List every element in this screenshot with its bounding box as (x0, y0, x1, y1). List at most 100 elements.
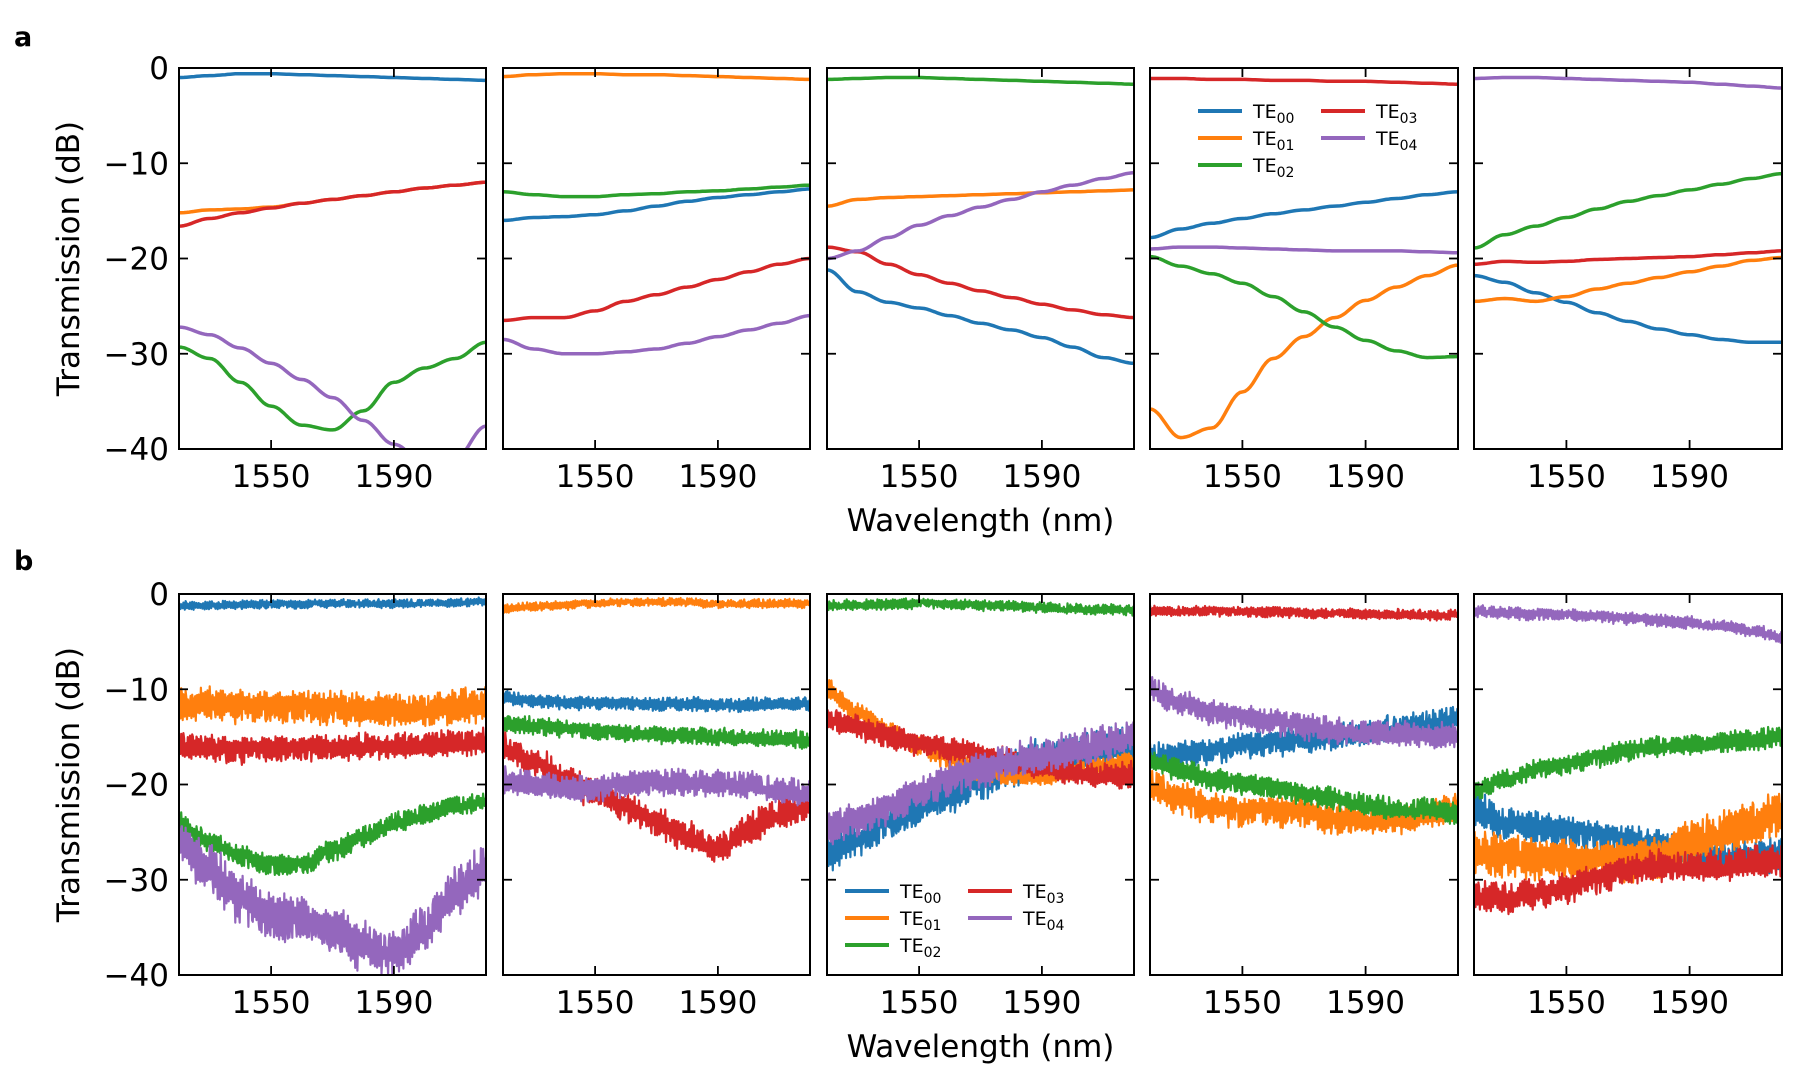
series-TE00 (179, 71, 486, 83)
series-group (503, 596, 810, 863)
panel-b-1: 1550 1590 0 −10 −20 −30 −40 Transmission (dB) (51, 577, 487, 1021)
x-tick-label: 1550 (232, 459, 311, 495)
series-TE00 (1150, 190, 1458, 240)
series-TE03 (1150, 76, 1458, 86)
x-axis-label: Wavelength (nm) (847, 1029, 1115, 1065)
series-TE01 (1474, 792, 1782, 888)
panel-a-1: 1550 1590 0 −10 −20 −30 −40 Transmission (dB) (51, 51, 487, 495)
y-tick-label: −20 (104, 242, 169, 278)
series-TE03 (827, 245, 1134, 320)
y-tick-label: −10 (104, 672, 169, 708)
legend-item-TE00: TE00 (1198, 101, 1294, 127)
series-TE00 (827, 268, 1134, 366)
series-TE03 (1150, 604, 1458, 622)
panel-a-3: 1550 1590 (826, 67, 1135, 495)
x-tick-label: 1590 (354, 459, 433, 495)
series-group (827, 597, 1134, 872)
series-TE02 (827, 75, 1134, 86)
series-group (1150, 604, 1458, 836)
x-tick-label: 1550 (1527, 985, 1606, 1021)
series-TE04 (179, 824, 486, 975)
series-TE02 (503, 715, 810, 750)
legend-item-TE03: TE03 (968, 881, 1064, 907)
panel-b-2: 1550 1590 (502, 593, 811, 1021)
legend-label: TE00 (1252, 101, 1294, 127)
series-TE01 (1474, 255, 1782, 304)
series-group (827, 75, 1134, 366)
series-TE00 (1474, 791, 1782, 875)
x-tick-label: 1590 (1650, 985, 1729, 1021)
series-group (1150, 76, 1458, 440)
series-group (1474, 604, 1782, 916)
legend-label: TE02 (1252, 155, 1294, 181)
legend-label: TE00 (899, 881, 941, 907)
legend-label: TE04 (1375, 128, 1418, 154)
series-TE02 (1474, 725, 1782, 800)
x-tick-label: 1550 (556, 985, 635, 1021)
series-TE04 (827, 721, 1134, 846)
series-TE02 (179, 792, 486, 876)
y-tick-label: −30 (104, 863, 169, 899)
series-TE03 (503, 731, 810, 863)
x-tick-label: 1550 (556, 459, 635, 495)
legend-item-TE03: TE03 (1321, 101, 1417, 127)
series-TE02 (1150, 254, 1458, 360)
legend-item-TE02: TE02 (1198, 155, 1294, 181)
panel-b-3: 1550 1590 (826, 593, 1135, 1021)
x-tick-label: 1550 (1203, 985, 1282, 1021)
x-tick-label: 1590 (1002, 985, 1081, 1021)
series-TE04 (1150, 676, 1458, 750)
axes-frame (178, 67, 487, 450)
legend-item-TE04: TE04 (968, 908, 1065, 934)
axes-frame (502, 67, 811, 450)
y-tick-label: −10 (104, 146, 169, 182)
x-tick-label: 1590 (1326, 459, 1405, 495)
panel-a-2: 1550 1590 (502, 67, 811, 495)
x-tick-label: 1550 (880, 985, 959, 1021)
series-TE03 (1474, 844, 1782, 916)
series-TE01 (179, 685, 486, 728)
x-tick-label: 1590 (1002, 459, 1081, 495)
series-group (179, 71, 486, 449)
panel-label-b: b (14, 546, 33, 577)
panel-b-4: 1550 1590 (1149, 593, 1459, 1021)
legend-item-TE02: TE02 (845, 935, 941, 961)
legend-label: TE01 (1252, 128, 1294, 154)
series-TE01 (1150, 263, 1458, 440)
y-tick-label: −20 (104, 768, 169, 804)
series-TE02 (179, 340, 486, 432)
panel-a-4: 1550 1590 (1149, 67, 1459, 495)
series-TE00 (503, 187, 810, 223)
series-TE02 (827, 597, 1134, 617)
series-TE03 (179, 180, 486, 228)
series-group (1474, 75, 1782, 345)
series-TE01 (827, 188, 1134, 208)
series-TE01 (503, 71, 810, 82)
x-axis-label: Wavelength (nm) (847, 503, 1115, 539)
y-tick-label: 0 (149, 51, 169, 87)
axes-frame (1473, 593, 1783, 976)
y-axis-label: Transmission (dB) (51, 121, 87, 397)
panel-b-5: 1550 1590 (1473, 593, 1783, 1021)
series-TE03 (827, 709, 1134, 790)
y-tick-label: −30 (104, 337, 169, 373)
legend-item-TE01: TE01 (1198, 128, 1294, 154)
x-tick-label: 1590 (1650, 459, 1729, 495)
legend-item-TE04: TE04 (1321, 128, 1418, 154)
legend-label: TE02 (899, 935, 941, 961)
series-TE00 (179, 596, 486, 611)
x-tick-label: 1590 (354, 985, 433, 1021)
y-tick-label: −40 (104, 958, 169, 994)
series-TE04 (1474, 604, 1782, 644)
legend-item-TE01: TE01 (845, 908, 941, 934)
y-axis-label: Transmission (dB) (51, 647, 87, 923)
series-TE04 (827, 171, 1134, 261)
series-TE02 (1150, 751, 1458, 825)
x-tick-label: 1550 (880, 459, 959, 495)
legend-label: TE04 (1022, 908, 1065, 934)
legend-label: TE03 (1375, 101, 1417, 127)
x-tick-label: 1590 (678, 985, 757, 1021)
